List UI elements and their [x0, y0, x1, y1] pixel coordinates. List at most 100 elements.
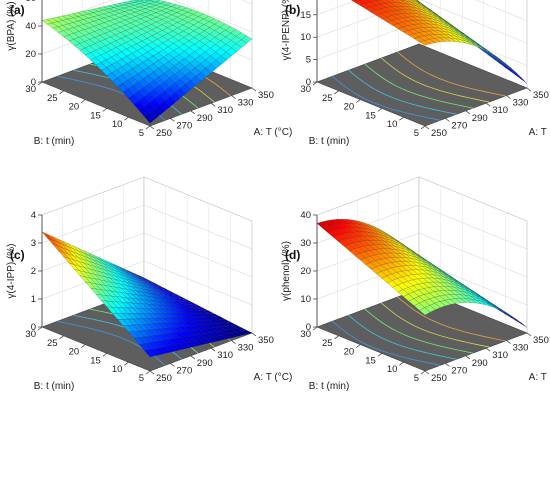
z-tick-label: 20 [300, 266, 311, 277]
x-tick [506, 340, 511, 344]
y-tick-label: 15 [365, 355, 376, 366]
z-tick-label: 2 [31, 266, 36, 277]
x-tick-label: 310 [492, 105, 508, 116]
z-tick-label: 15 [300, 10, 311, 21]
z-gridline [316, 0, 528, 44]
x-tick [231, 95, 236, 99]
floor-contour [381, 57, 490, 103]
x-tick-label: 270 [451, 365, 467, 376]
x-tick-label: 330 [238, 98, 254, 109]
y-tick-label: 30 [25, 329, 36, 340]
y-tick [420, 370, 426, 375]
panel-label: (c) [10, 248, 25, 262]
surface-cell [144, 349, 156, 358]
z-gridline [41, 176, 253, 222]
x-tick-label: 270 [451, 120, 467, 131]
z-axis-title: γ(BPA) (%) [6, 1, 17, 50]
x-tick [210, 347, 216, 352]
y-tick [80, 99, 86, 103]
x-tick-label: 350 [533, 90, 549, 101]
z-tick-label: 60 [25, 0, 36, 4]
z-gridline [41, 204, 253, 250]
floor-contour [364, 308, 474, 354]
z-axis-title: γ(phenol) (%) [281, 241, 292, 301]
x-tick [251, 87, 257, 92]
x-tick-label: 330 [513, 98, 529, 109]
x-tick-label: 350 [258, 335, 274, 346]
x-axis-title: A: T (°C) [254, 372, 293, 383]
y-tick [355, 344, 361, 348]
y-axis-title: B: t (min) [34, 381, 75, 392]
x-tick [210, 102, 216, 107]
y-tick [124, 361, 129, 366]
z-gridline [316, 0, 528, 22]
z-tick-label: 3 [31, 238, 36, 249]
y-tick [377, 353, 383, 357]
y-tick [145, 125, 151, 130]
y-tick-label: 25 [47, 338, 58, 349]
z-tick-label: 0 [31, 322, 36, 333]
y-tick-label: 15 [90, 355, 101, 366]
floor-contour [348, 69, 457, 115]
y-tick-label: 25 [322, 338, 333, 349]
z-tick-label: 1 [31, 294, 36, 305]
panel-1: 051015202551015202530250270290310330350γ… [281, 0, 550, 147]
y-tick-label: 10 [112, 119, 123, 130]
panel-label: (a) [10, 3, 25, 17]
surface-cell [419, 307, 431, 316]
y-tick [312, 81, 318, 86]
x-tick-label: 290 [472, 358, 488, 369]
y-tick [37, 81, 43, 86]
y-tick [377, 108, 383, 112]
floor [316, 43, 528, 127]
y-tick-label: 15 [365, 110, 376, 121]
x-tick [465, 355, 471, 360]
y-tick-label: 5 [414, 128, 419, 139]
z-tick-label: 10 [300, 294, 311, 305]
x-tick [485, 102, 491, 107]
panel-3: 0 10 20 30 40 5 10 15 20 25 30 250 270 290 310 330 350 γ(… [281, 176, 550, 392]
y-tick-label: 15 [90, 110, 101, 121]
y-tick-label: 20 [344, 347, 355, 358]
x-axis-title: A: T (°C) [529, 127, 550, 138]
x-tick [485, 347, 491, 352]
floor-contour [364, 63, 474, 109]
y-tick [37, 326, 43, 331]
y-tick [102, 108, 108, 112]
y-tick [80, 344, 86, 348]
x-tick [465, 110, 471, 115]
x-tick-label: 350 [533, 335, 549, 346]
y-tick-label: 30 [300, 84, 311, 95]
x-tick-label: 350 [258, 90, 274, 101]
surface-mesh [41, 231, 253, 358]
z-tick-label: 0 [306, 322, 311, 333]
x-tick-label: 310 [217, 105, 233, 116]
floor-contour [332, 75, 441, 121]
x-tick [149, 125, 155, 130]
z-tick-label: 40 [25, 21, 36, 32]
x-tick [190, 110, 196, 115]
x-tick-label: 250 [431, 373, 447, 384]
surface-cell [144, 112, 156, 124]
y-tick [124, 116, 129, 121]
x-tick [190, 355, 196, 360]
y-tick [399, 361, 404, 366]
y-tick-label: 20 [344, 102, 355, 113]
floor-contour [397, 296, 506, 342]
y-tick-label: 10 [387, 119, 398, 130]
x-tick-label: 310 [492, 350, 508, 361]
z-tick-label: 40 [300, 210, 311, 221]
y-axis-title: B: t (min) [309, 381, 350, 392]
x-axis-title: A: T (°C) [254, 127, 293, 138]
x-tick-label: 270 [176, 120, 192, 131]
y-tick [312, 326, 318, 331]
x-tick [424, 370, 430, 375]
z-axis-title: γ(4-IPENP) (%) [281, 0, 292, 60]
surface-mesh [316, 219, 528, 328]
x-tick [231, 340, 236, 344]
y-axis-title: B: t (min) [34, 136, 75, 147]
y-tick-label: 20 [69, 347, 80, 358]
panel-0: 02040608051015202530250270290310330350γ(… [6, 0, 292, 147]
y-tick-label: 10 [387, 364, 398, 375]
z-tick-label: 10 [300, 32, 311, 43]
